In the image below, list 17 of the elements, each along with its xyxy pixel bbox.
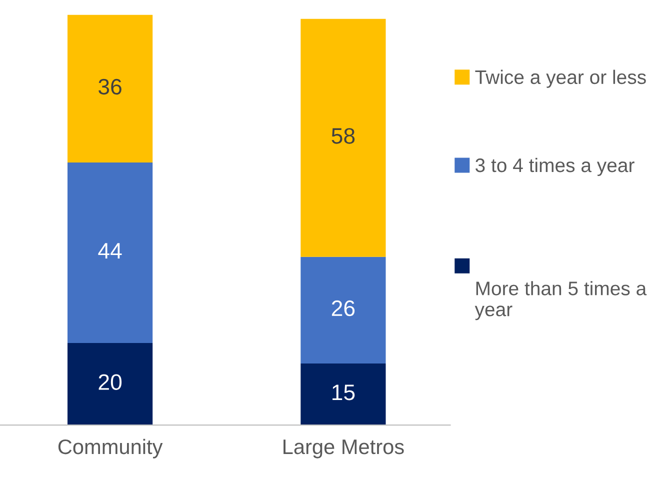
data-label: 36 [98,78,122,95]
data-label: 26 [332,300,355,316]
data-label: 58 [332,128,355,144]
bar [67,342,153,426]
x-tick-label: Large Metros [284,440,404,458]
text: More than 5 times a year [474,281,647,320]
x-tick-label: Community [58,438,163,458]
data-label: 20 [98,374,122,390]
bar [300,363,386,426]
bar [67,14,153,162]
data-label: 44 [98,243,122,258]
bar [67,162,153,343]
data-label: 15 [332,384,355,400]
legend-label: Twice a year or less [475,70,646,88]
bar [300,18,386,257]
bar [300,256,386,364]
legend-label: 3 to 4 times a year [476,158,634,176]
